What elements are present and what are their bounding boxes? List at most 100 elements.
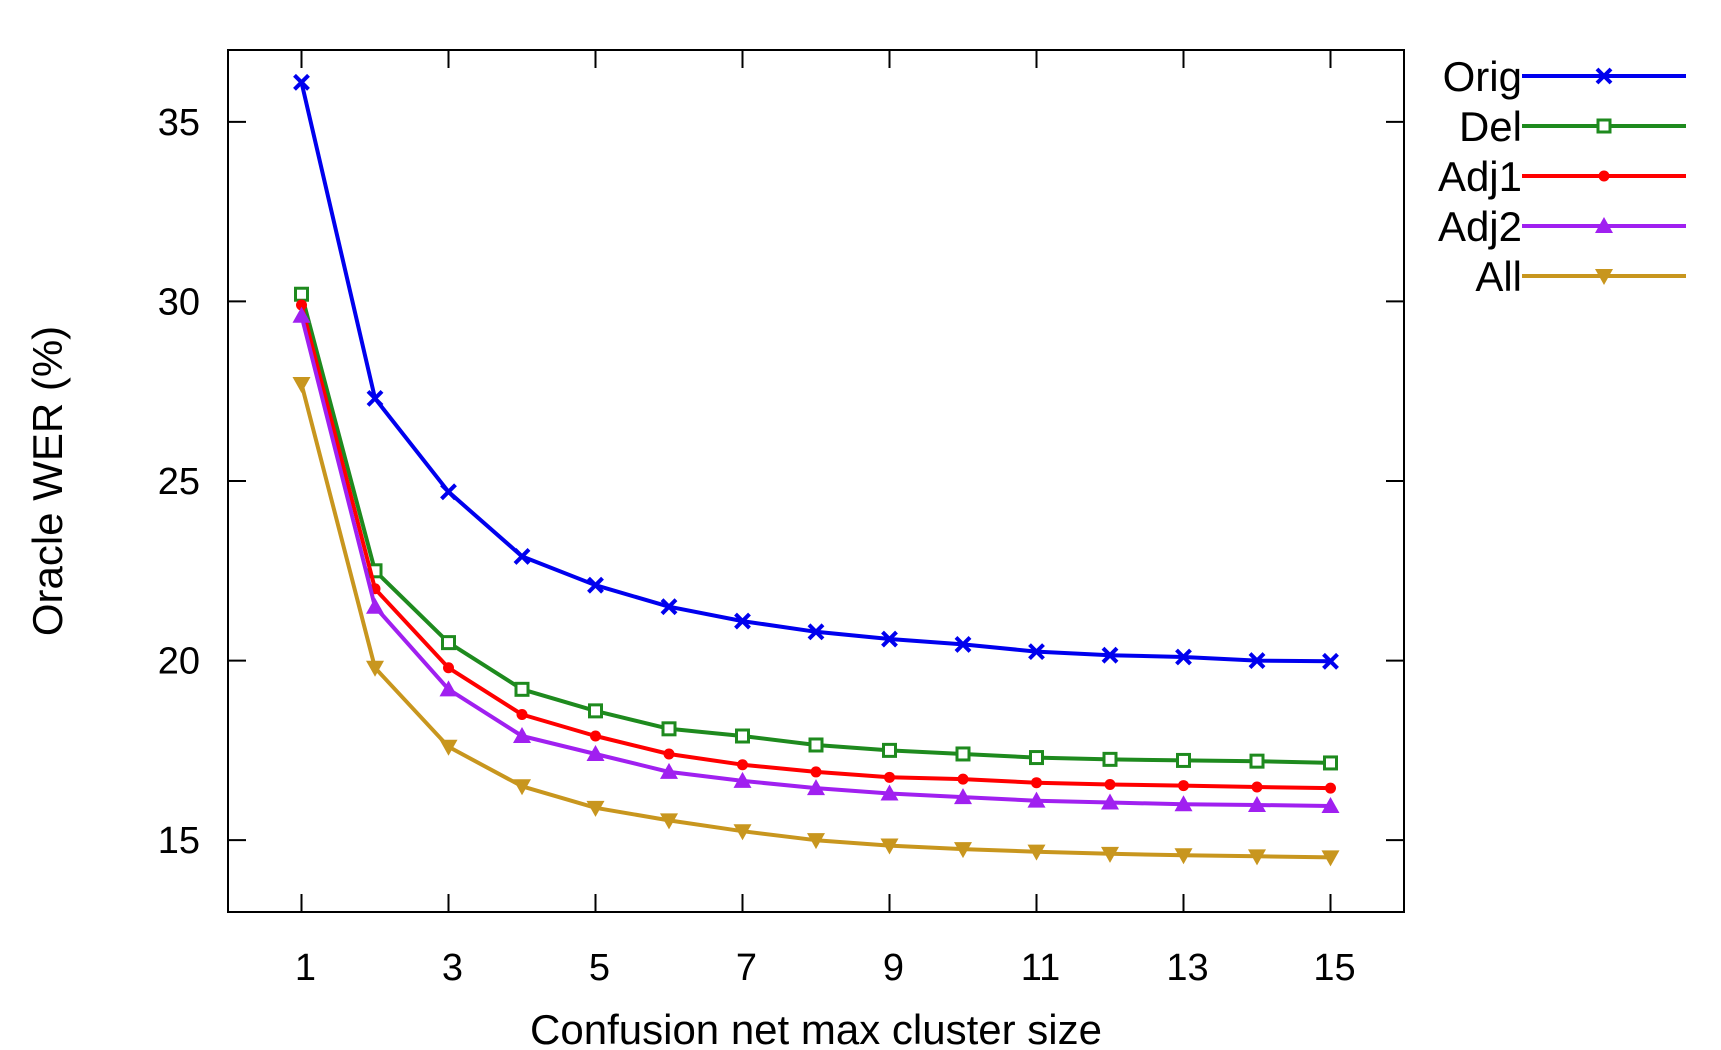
data-point-adj2 — [954, 788, 972, 805]
series-all — [292, 377, 1340, 867]
data-point-adj1 — [957, 773, 969, 785]
data-point-orig — [881, 630, 898, 648]
data-point-orig — [1248, 652, 1266, 669]
data-point-adj2 — [292, 306, 311, 323]
data-point-adj2 — [586, 744, 605, 761]
data-point-del — [882, 742, 897, 758]
data-point-orig — [954, 636, 972, 653]
series-orig — [293, 73, 1339, 670]
data-point-adj1 — [516, 708, 528, 720]
x-tick-label: 9 — [883, 947, 904, 989]
data-point-all — [1321, 850, 1340, 867]
x-tick-label: 3 — [442, 947, 463, 989]
x-axis-title: Confusion net max cluster size — [530, 1006, 1102, 1050]
data-point-all — [733, 824, 752, 841]
data-point-del — [808, 737, 824, 753]
data-point-orig — [587, 576, 604, 594]
legend-label-all: All — [1475, 253, 1522, 300]
data-point-del — [514, 681, 530, 697]
data-point-all — [660, 813, 678, 830]
data-point-all — [1174, 848, 1193, 865]
data-point-all — [880, 838, 899, 855]
y-tick-label: 20 — [158, 641, 200, 683]
data-point-adj2 — [1101, 793, 1119, 810]
data-point-adj1 — [1251, 781, 1263, 793]
data-point-orig — [734, 612, 751, 630]
data-point-all — [807, 833, 825, 850]
plot-area — [292, 73, 1340, 867]
x-tick-label: 13 — [1166, 947, 1208, 989]
legend-item-all: All — [1475, 253, 1686, 300]
legend-label-del: Del — [1459, 103, 1522, 150]
legend-item-del: Del — [1459, 103, 1686, 150]
data-point-orig — [1322, 652, 1339, 670]
data-point-adj1 — [590, 730, 601, 742]
data-point-adj1 — [1325, 782, 1336, 794]
data-point-all — [513, 779, 531, 796]
x-tick-label: 11 — [1021, 947, 1060, 989]
data-point-all — [586, 800, 605, 817]
data-point-del — [1176, 752, 1191, 768]
data-point-orig — [366, 389, 384, 407]
series-line-orig — [299, 81, 1331, 664]
y-tick-label: 25 — [158, 461, 200, 503]
data-point-adj2 — [807, 779, 825, 796]
data-point-adj2 — [1248, 795, 1266, 812]
x-tick-label: 15 — [1313, 947, 1355, 989]
x-tick-label: 5 — [589, 947, 610, 989]
data-point-adj2 — [880, 784, 899, 801]
data-point-all — [954, 842, 972, 859]
data-point-orig — [807, 623, 825, 641]
data-point-del — [735, 728, 750, 744]
data-point-all — [292, 377, 311, 394]
series-adj2 — [292, 306, 1340, 814]
data-point-all — [366, 660, 384, 677]
series-del — [294, 286, 1338, 771]
data-point-adj2 — [660, 762, 678, 779]
data-point-del — [1102, 751, 1118, 767]
data-point-all — [1101, 846, 1119, 863]
data-point-adj2 — [1174, 795, 1193, 812]
data-point-adj1 — [663, 748, 675, 760]
data-point-orig — [1101, 646, 1119, 664]
legend-label-adj2: Adj2 — [1438, 203, 1522, 250]
data-point-adj1 — [810, 766, 822, 778]
y-tick-label: 30 — [158, 281, 200, 323]
data-point-adj1 — [296, 299, 307, 311]
data-point-del — [955, 746, 971, 762]
y-axis-title: Oracle WER (%) — [24, 326, 71, 636]
data-point-adj2 — [733, 771, 752, 788]
data-point-all — [439, 739, 458, 756]
data-point-del — [588, 703, 603, 719]
data-point-adj2 — [439, 680, 458, 697]
series-line-adj2 — [299, 315, 1331, 808]
data-point-adj2 — [366, 597, 384, 614]
data-point-adj1 — [884, 771, 895, 783]
y-tick-label: 15 — [158, 820, 200, 862]
legend-marker-adj2 — [1595, 217, 1613, 233]
data-point-adj2 — [1321, 797, 1340, 814]
x-tick-label: 1 — [295, 947, 316, 989]
legend-marker-all — [1595, 269, 1613, 285]
data-point-adj1 — [737, 759, 748, 771]
data-point-del — [441, 635, 456, 651]
data-point-all — [1027, 844, 1046, 861]
legend-item-adj2: Adj2 — [1438, 203, 1686, 250]
data-point-del — [294, 286, 309, 302]
legend-item-adj1: Adj1 — [1438, 153, 1686, 200]
series-line-adj1 — [299, 304, 1331, 791]
data-point-orig — [440, 483, 457, 501]
legend-marker-del — [1596, 118, 1612, 134]
data-point-adj1 — [1031, 777, 1042, 789]
data-point-orig — [1028, 643, 1045, 661]
legend-item-orig: Orig — [1443, 53, 1686, 100]
series-adj1 — [296, 299, 1336, 794]
data-point-adj2 — [1027, 791, 1046, 808]
data-point-orig — [1175, 648, 1192, 666]
data-point-del — [661, 721, 677, 737]
data-point-orig — [293, 73, 310, 91]
data-point-adj1 — [1104, 778, 1116, 790]
legend-label-orig: Orig — [1443, 53, 1522, 100]
